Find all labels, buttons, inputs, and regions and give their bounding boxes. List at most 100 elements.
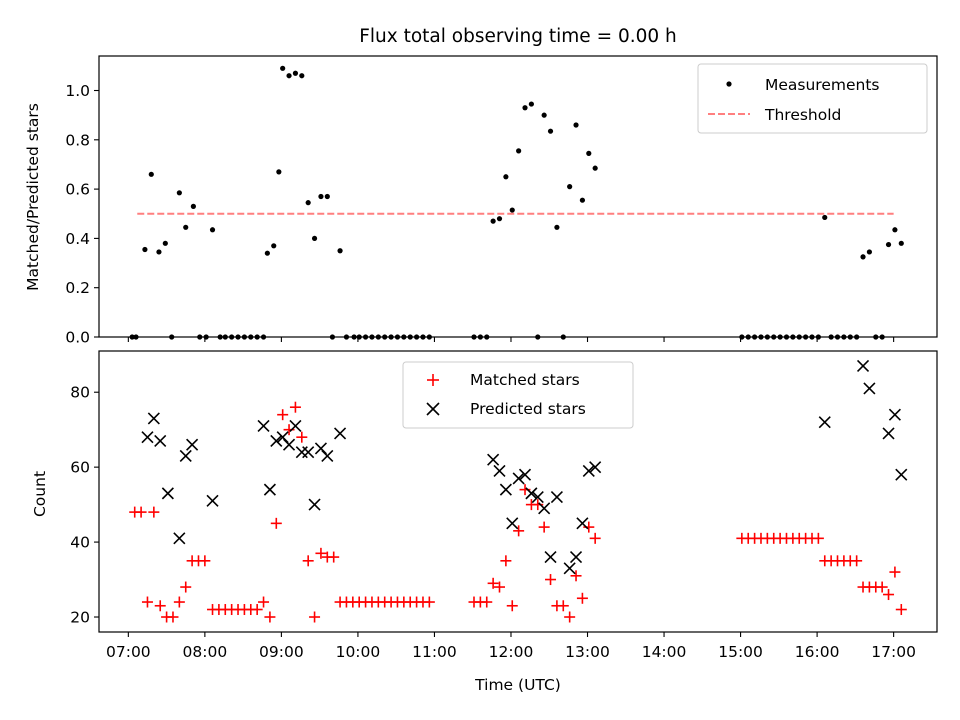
measurement-point (509, 207, 515, 213)
matched-star-point (258, 596, 270, 608)
legend-predicted-label: Predicted stars (470, 400, 586, 418)
predicted-star-point (563, 562, 576, 575)
bottom-plot-frame (98, 350, 938, 633)
matched-star-point (513, 525, 525, 537)
predicted-star-point (308, 498, 321, 511)
measurement-point (190, 203, 196, 209)
matched-star-point (500, 555, 512, 567)
measurement-point (305, 200, 311, 206)
bottom-y-tick-label: 60 (70, 459, 90, 477)
measurement-point (592, 165, 598, 171)
predicted-star-point (576, 517, 589, 530)
measurement-point (176, 190, 182, 196)
predicted-star-point (282, 438, 296, 451)
measurement-point (318, 193, 324, 200)
measurement-point (280, 65, 286, 71)
measurement-point (898, 240, 904, 246)
predicted-star-point (147, 412, 160, 425)
top-y-tick-label: 1.0 (65, 82, 90, 100)
measurement-point (892, 227, 898, 233)
predicted-star-point (550, 491, 563, 504)
matched-star-point (564, 611, 576, 623)
matched-star-point (538, 521, 550, 533)
bottom-x-tick-label: 17:00 (871, 643, 916, 661)
measurement-point (142, 246, 148, 253)
bottom-plot-axes: 20 40 60 80 07:00 08:00 09:00 10:00 11:00 12:00 13… (70, 384, 916, 661)
predicted-star-point (569, 551, 583, 564)
matched-star-point (251, 604, 263, 616)
top-chart-title: Flux total observing time = 0.00 h (359, 26, 677, 47)
measurement-point (503, 174, 509, 180)
predicted-star-point (334, 427, 347, 440)
measurement-point (271, 243, 277, 249)
matched-star-point (895, 604, 907, 616)
top-legend: Measurements Threshold (697, 63, 928, 134)
bottom-x-tick-label: 10:00 (336, 643, 381, 661)
predicted-star-point (512, 472, 525, 485)
matched-star-point (270, 517, 282, 529)
measurement-point (822, 214, 828, 221)
predicted-star-point (582, 464, 595, 477)
top-y-tick-label: 0.4 (65, 230, 90, 248)
measurement-point (528, 101, 534, 107)
measurement-point (554, 224, 560, 230)
predicted-star-point (518, 468, 532, 481)
predicted-star-point (186, 438, 199, 451)
bottom-legend-box (402, 361, 634, 429)
measurement-point (148, 171, 154, 177)
matched-star-point (148, 506, 160, 518)
predicted-star-point (493, 464, 506, 477)
predicted-star-point (206, 494, 219, 507)
predicted-star-point (270, 434, 283, 447)
predicted-star-point (888, 408, 901, 421)
legend-measurements-marker (726, 81, 732, 87)
matched-star-point (487, 577, 499, 589)
top-y-tick-label: 0.6 (65, 181, 90, 199)
top-y-tick-label: 0.0 (65, 329, 90, 347)
matched-star-point (309, 611, 321, 623)
predicted-star-point (856, 359, 870, 373)
measurement-point (496, 216, 503, 222)
legend-predicted-marker (426, 402, 440, 416)
bottom-y-tick-label: 40 (70, 534, 90, 552)
predicted-star-point (173, 532, 186, 545)
bottom-y-axis-label: Count (31, 471, 49, 517)
predicted-star-point (882, 427, 895, 440)
matched-star-point (481, 596, 493, 608)
matched-star-point (141, 596, 153, 608)
measurement-point (311, 235, 318, 242)
bottom-x-tick-label: 16:00 (795, 643, 840, 661)
predicted-star-point (818, 416, 831, 429)
matched-star-point (557, 600, 569, 612)
bottom-y-tick-label: 80 (70, 384, 90, 402)
bottom-x-tick-label: 08:00 (183, 643, 228, 661)
matched-star-point (167, 611, 179, 623)
measurement-point (183, 224, 189, 230)
predicted-star-point (289, 419, 302, 432)
bottom-x-axis-label: Time (UTC) (474, 676, 561, 694)
bottom-x-tick-label: 11:00 (412, 643, 457, 661)
measurement-point (522, 105, 528, 111)
predicted-star-point (302, 446, 315, 459)
predicted-star-point (525, 487, 538, 500)
matched-star-point (277, 409, 289, 421)
bottom-x-tick-label: 15:00 (718, 643, 763, 661)
legend-matched-marker (427, 374, 439, 386)
bottom-x-tick-label: 13:00 (565, 643, 610, 661)
predicted-star-point (154, 434, 167, 447)
measurement-point (860, 254, 866, 260)
matched-star-point (576, 592, 588, 604)
bottom-plot: 20 40 60 80 07:00 08:00 09:00 10:00 11:00 12:00 13… (70, 350, 938, 661)
measurement-point (541, 112, 547, 118)
matched-star-point (315, 547, 327, 559)
measurement-point (516, 148, 522, 154)
bottom-x-tick-label: 14:00 (642, 643, 687, 661)
measurement-point (324, 193, 330, 200)
measurement-point (292, 70, 299, 76)
top-plot-frame (98, 55, 938, 338)
measurement-point (490, 218, 496, 224)
top-y-tick-label: 0.8 (65, 131, 90, 149)
top-plot: 0.0 0.2 0.4 0.6 0.8 1.0 (65, 55, 938, 347)
top-plot-axes: 0.0 0.2 0.4 0.6 0.8 1.0 (65, 82, 895, 347)
top-legend-box (697, 63, 928, 134)
